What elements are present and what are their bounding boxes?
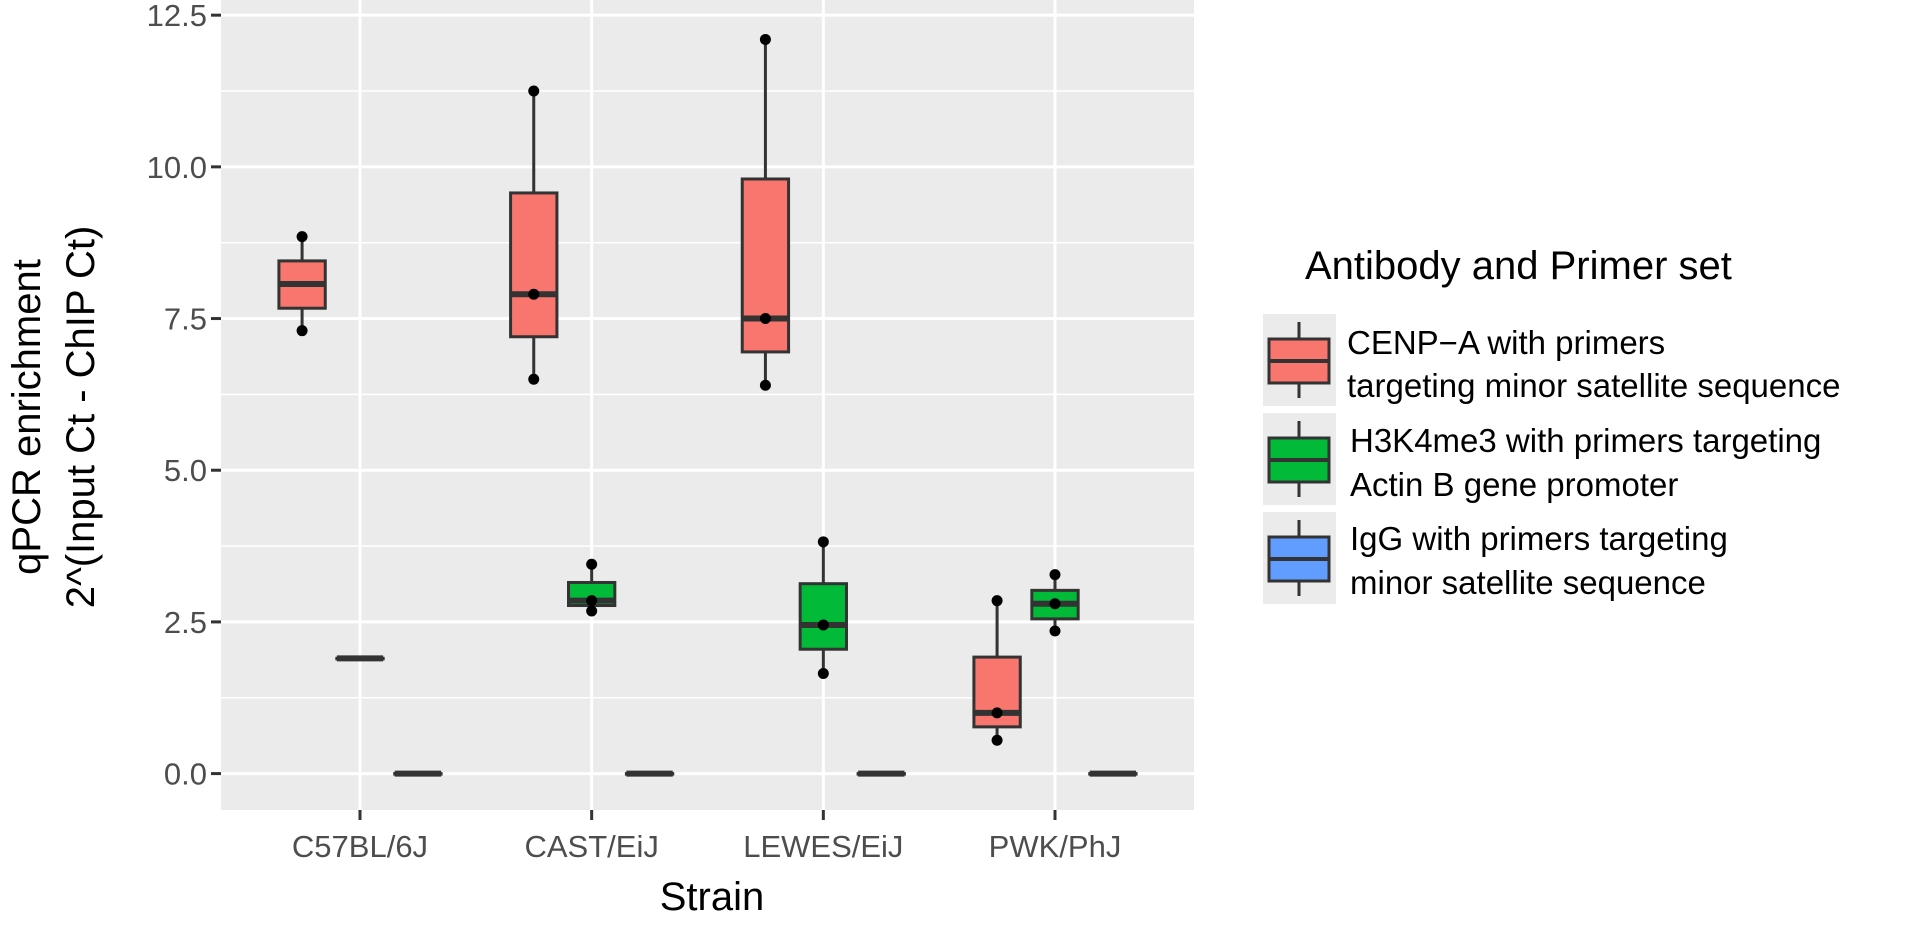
data-point (1049, 598, 1061, 610)
box-group (856, 770, 906, 777)
legend-label-line-1: H3K4me3 with primers targeting (1350, 422, 1821, 459)
data-point (586, 595, 598, 607)
data-point (586, 558, 598, 570)
y-tick-label: 5.0 (164, 453, 207, 488)
data-point (586, 605, 598, 617)
legend-title: Antibody and Primer set (1305, 244, 1732, 288)
data-point (1049, 569, 1061, 581)
box (798, 582, 849, 651)
data-point (759, 33, 771, 45)
grid-minor (221, 90, 1194, 699)
x-tick-label: PWK/PhJ (989, 829, 1122, 864)
data-point (296, 325, 308, 337)
legend: Antibody and Primer set CENP−A with prim… (1263, 244, 1840, 604)
legend-entry-cenp-a: CENP−A with primers targeting minor sate… (1263, 314, 1840, 406)
x-tick-label: CAST/EiJ (524, 829, 658, 864)
box-group (277, 231, 327, 337)
x-axis: C57BL/6J CAST/EiJ LEWES/EiJ PWK/PhJ (292, 810, 1121, 864)
box-group (1088, 770, 1138, 777)
legend-label-line-2: minor satellite sequence (1350, 564, 1706, 601)
data-point (528, 85, 540, 97)
legend-label-line-1: IgG with primers targeting (1350, 520, 1728, 557)
x-tick-label: C57BL/6J (292, 829, 428, 864)
y-tick-label: 12.5 (147, 0, 207, 33)
box-group (624, 770, 675, 777)
data-point (817, 667, 829, 679)
data-point (991, 734, 1003, 746)
data-point (759, 313, 771, 325)
legend-label-line-2: Actin B gene promoter (1350, 466, 1678, 503)
y-tick-label: 7.5 (164, 302, 207, 337)
data-point (1049, 625, 1061, 637)
x-tick-label: LEWES/EiJ (743, 829, 903, 864)
legend-entry-h3k4me3: H3K4me3 with primers targeting Actin B g… (1263, 413, 1821, 505)
box-group (972, 595, 1022, 746)
data-point (817, 619, 829, 631)
box-group (567, 558, 617, 617)
box-group (509, 85, 559, 385)
legend-entry-igg: IgG with primers targeting minor satelli… (1263, 512, 1728, 604)
box-group (798, 536, 849, 679)
y-tick-label: 10.0 (147, 150, 207, 185)
y-axis: 0.0 2.5 5.0 7.5 10.0 12.5 (147, 0, 221, 792)
box-group (335, 655, 385, 662)
x-axis-title: Strain (660, 875, 765, 919)
box-layer (277, 33, 1138, 777)
data-point (528, 288, 540, 300)
box (509, 191, 559, 339)
box (740, 177, 791, 354)
y-axis-title-line-1: qPCR enrichment (5, 259, 49, 575)
legend-label-line-1: CENP−A with primers (1347, 324, 1665, 361)
data-point (528, 373, 540, 385)
y-axis-title-line-2: 2^(Input Ct - ChIP Ct) (59, 226, 103, 609)
box-group (740, 33, 791, 391)
legend-label-line-2: targeting minor satellite sequence (1347, 367, 1840, 404)
y-tick-label: 2.5 (164, 605, 207, 640)
data-point (817, 536, 829, 548)
data-point (759, 379, 771, 391)
data-point (991, 595, 1003, 607)
data-point (296, 231, 308, 243)
box-group (1030, 569, 1080, 637)
plot-panel (221, 0, 1194, 810)
data-point (991, 707, 1003, 719)
y-tick-label: 0.0 (164, 757, 207, 792)
y-axis-title: qPCR enrichment 2^(Input Ct - ChIP Ct) (5, 226, 103, 609)
box-group (393, 770, 443, 777)
